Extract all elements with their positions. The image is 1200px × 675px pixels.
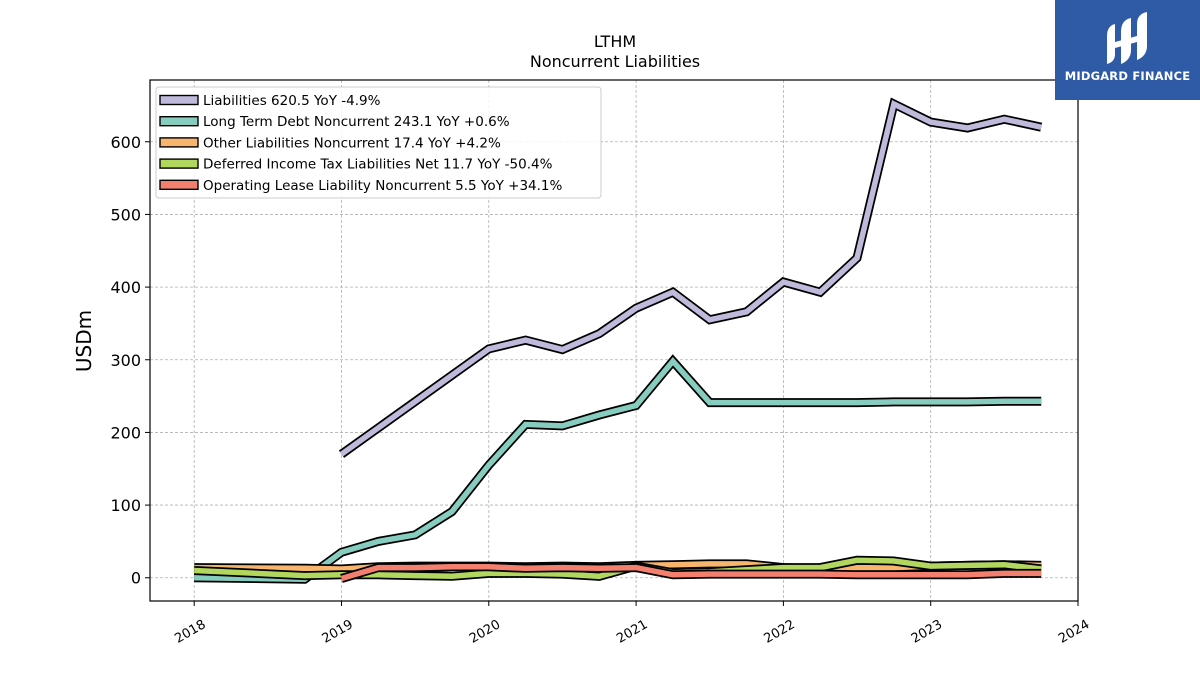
x-tick-label: 2022: [762, 617, 798, 647]
y-tick-label: 0: [131, 569, 141, 588]
legend-swatch: [159, 115, 199, 127]
legend-label: Liabilities 620.5 YoY -4.9%: [203, 93, 381, 109]
series-stroke: [339, 100, 1042, 457]
brand-name: MIDGARD FINANCE: [1064, 69, 1191, 83]
midgard-logo-icon: [1107, 12, 1147, 64]
legend-box: [155, 86, 602, 199]
legend-label: Operating Lease Liability Noncurrent 5.5…: [203, 178, 563, 194]
series-line: [338, 97, 1043, 458]
y-tick-label: 200: [110, 423, 141, 442]
x-tick-label: 2020: [467, 617, 503, 647]
y-axis-label: USDm: [72, 310, 96, 372]
series-stroke: [194, 356, 1042, 582]
series-stroke: [340, 564, 1042, 582]
x-tick-label: 2024: [1056, 617, 1092, 647]
x-tick-label: 2018: [172, 617, 208, 647]
y-tick-label: 400: [110, 278, 141, 297]
x-tick-label: 2021: [614, 617, 650, 647]
y-tick-label: 100: [110, 496, 141, 515]
y-tick-label: 500: [110, 205, 141, 224]
legend: Liabilities 620.5 YoY -4.9% Long Term Deb…: [155, 86, 602, 199]
legend-label: Deferred Income Tax Liabilities Net 11.7…: [203, 157, 553, 173]
y-tick-label: 300: [110, 351, 141, 370]
x-tick-label: 2023: [909, 617, 945, 647]
series-group: [193, 97, 1043, 584]
y-tick-label: 600: [110, 133, 141, 152]
x-tick-label: 2019: [320, 617, 356, 647]
plot-frame: [149, 79, 1079, 602]
series-line: [340, 562, 1042, 583]
legend-swatch: [159, 137, 199, 148]
legend-swatch: [159, 179, 199, 191]
chart-title: LTHM: [594, 32, 636, 51]
chart-subtitle: Noncurrent Liabilities: [530, 52, 700, 71]
legend-label: Long Term Debt Noncurrent 243.1 YoY +0.6…: [203, 114, 510, 130]
legend-label: Other Liabilities Noncurrent 17.4 YoY +4…: [203, 135, 501, 151]
brand-logo: MIDGARD FINANCE: [1055, 0, 1200, 100]
series-line: [194, 354, 1042, 584]
legend-swatch: [159, 94, 199, 106]
series-outline: [194, 354, 1042, 584]
legend-swatch: [159, 158, 199, 169]
